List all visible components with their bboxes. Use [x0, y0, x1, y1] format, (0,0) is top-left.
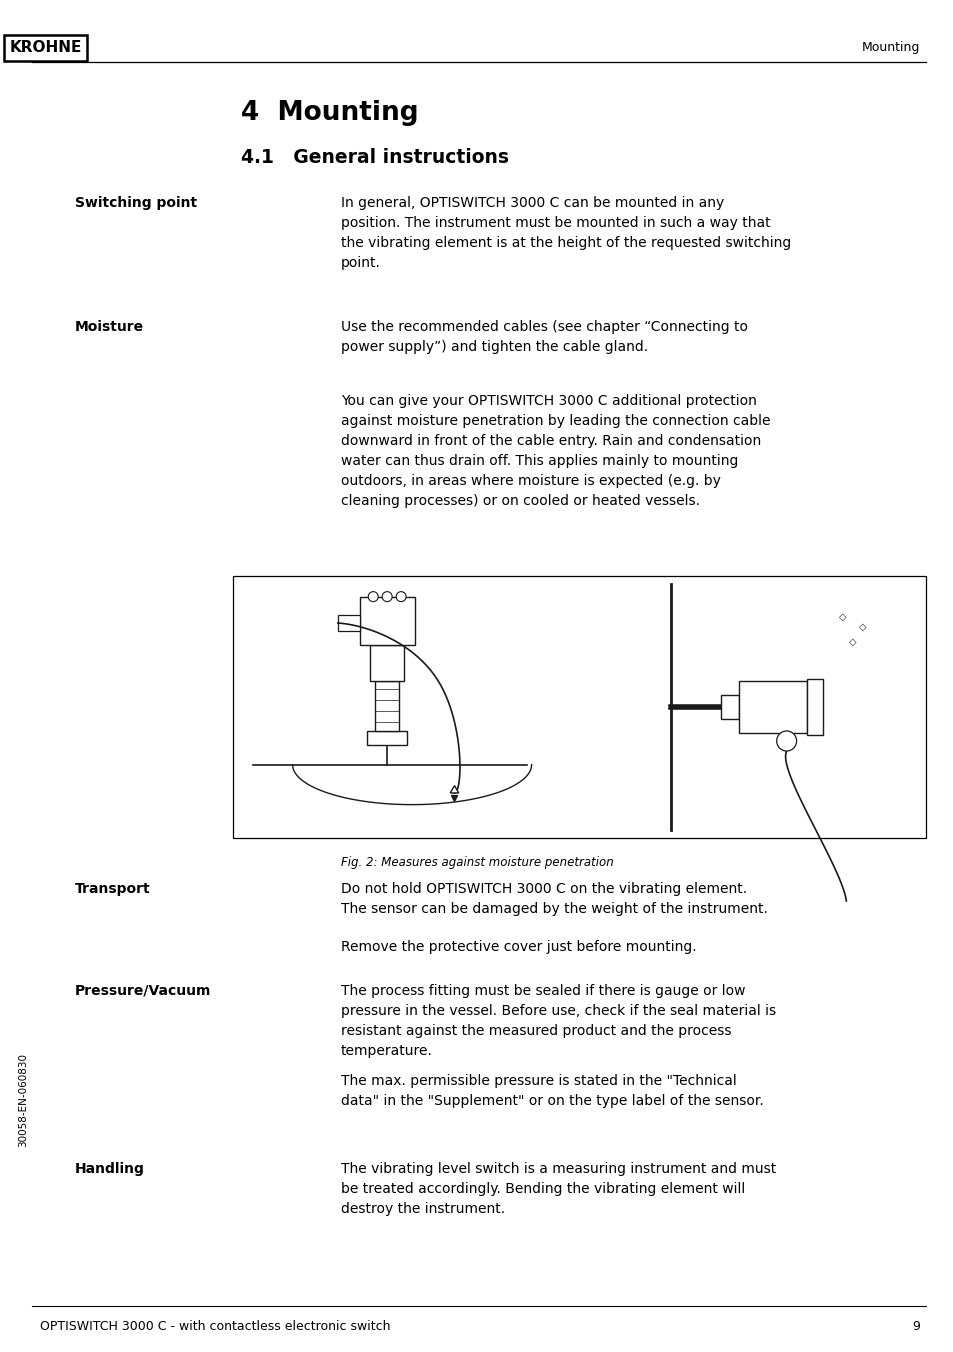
Bar — [367, 730, 407, 745]
Circle shape — [395, 592, 406, 602]
Text: Transport: Transport — [75, 882, 151, 896]
Text: 4.1   General instructions: 4.1 General instructions — [240, 147, 508, 168]
Text: 4  Mounting: 4 Mounting — [240, 100, 418, 126]
Text: Do not hold OPTISWITCH 3000 C on the vibrating element.
The sensor can be damage: Do not hold OPTISWITCH 3000 C on the vib… — [340, 882, 767, 917]
Text: Handling: Handling — [75, 1161, 145, 1176]
Text: Fig. 2: Measures against moisture penetration: Fig. 2: Measures against moisture penetr… — [340, 856, 613, 869]
Bar — [370, 645, 404, 680]
Text: The vibrating level switch is a measuring instrument and must
be treated accordi: The vibrating level switch is a measurin… — [340, 1161, 776, 1215]
Text: The max. permissible pressure is stated in the "Technical
data" in the "Suppleme: The max. permissible pressure is stated … — [340, 1073, 763, 1109]
Bar — [375, 680, 398, 730]
Text: ◇: ◇ — [848, 637, 855, 648]
Text: In general, OPTISWITCH 3000 C can be mounted in any
position. The instrument mus: In general, OPTISWITCH 3000 C can be mou… — [340, 196, 790, 270]
Text: 9: 9 — [911, 1320, 919, 1333]
Text: Switching point: Switching point — [75, 196, 197, 210]
Bar — [359, 596, 415, 645]
Bar — [337, 615, 359, 631]
Text: Pressure/Vacuum: Pressure/Vacuum — [75, 984, 211, 998]
Text: You can give your OPTISWITCH 3000 C additional protection
against moisture penet: You can give your OPTISWITCH 3000 C addi… — [340, 393, 770, 508]
Bar — [233, 576, 925, 838]
Circle shape — [368, 592, 377, 602]
Text: 30058-EN-060830: 30058-EN-060830 — [18, 1053, 29, 1146]
Bar — [738, 681, 805, 733]
Text: OPTISWITCH 3000 C - with contactless electronic switch: OPTISWITCH 3000 C - with contactless ele… — [39, 1320, 390, 1333]
Text: ◇: ◇ — [838, 612, 845, 622]
Bar — [805, 679, 821, 735]
Text: ◇: ◇ — [858, 622, 865, 631]
Bar — [720, 695, 738, 719]
Circle shape — [382, 592, 392, 602]
Text: The process fitting must be sealed if there is gauge or low
pressure in the vess: The process fitting must be sealed if th… — [340, 984, 776, 1059]
Text: Moisture: Moisture — [75, 320, 144, 334]
Circle shape — [776, 731, 796, 750]
Text: Remove the protective cover just before mounting.: Remove the protective cover just before … — [340, 940, 696, 955]
Text: Mounting: Mounting — [861, 42, 919, 54]
Text: Use the recommended cables (see chapter “Connecting to
power supply”) and tighte: Use the recommended cables (see chapter … — [340, 320, 747, 354]
Text: KROHNE: KROHNE — [10, 41, 82, 55]
